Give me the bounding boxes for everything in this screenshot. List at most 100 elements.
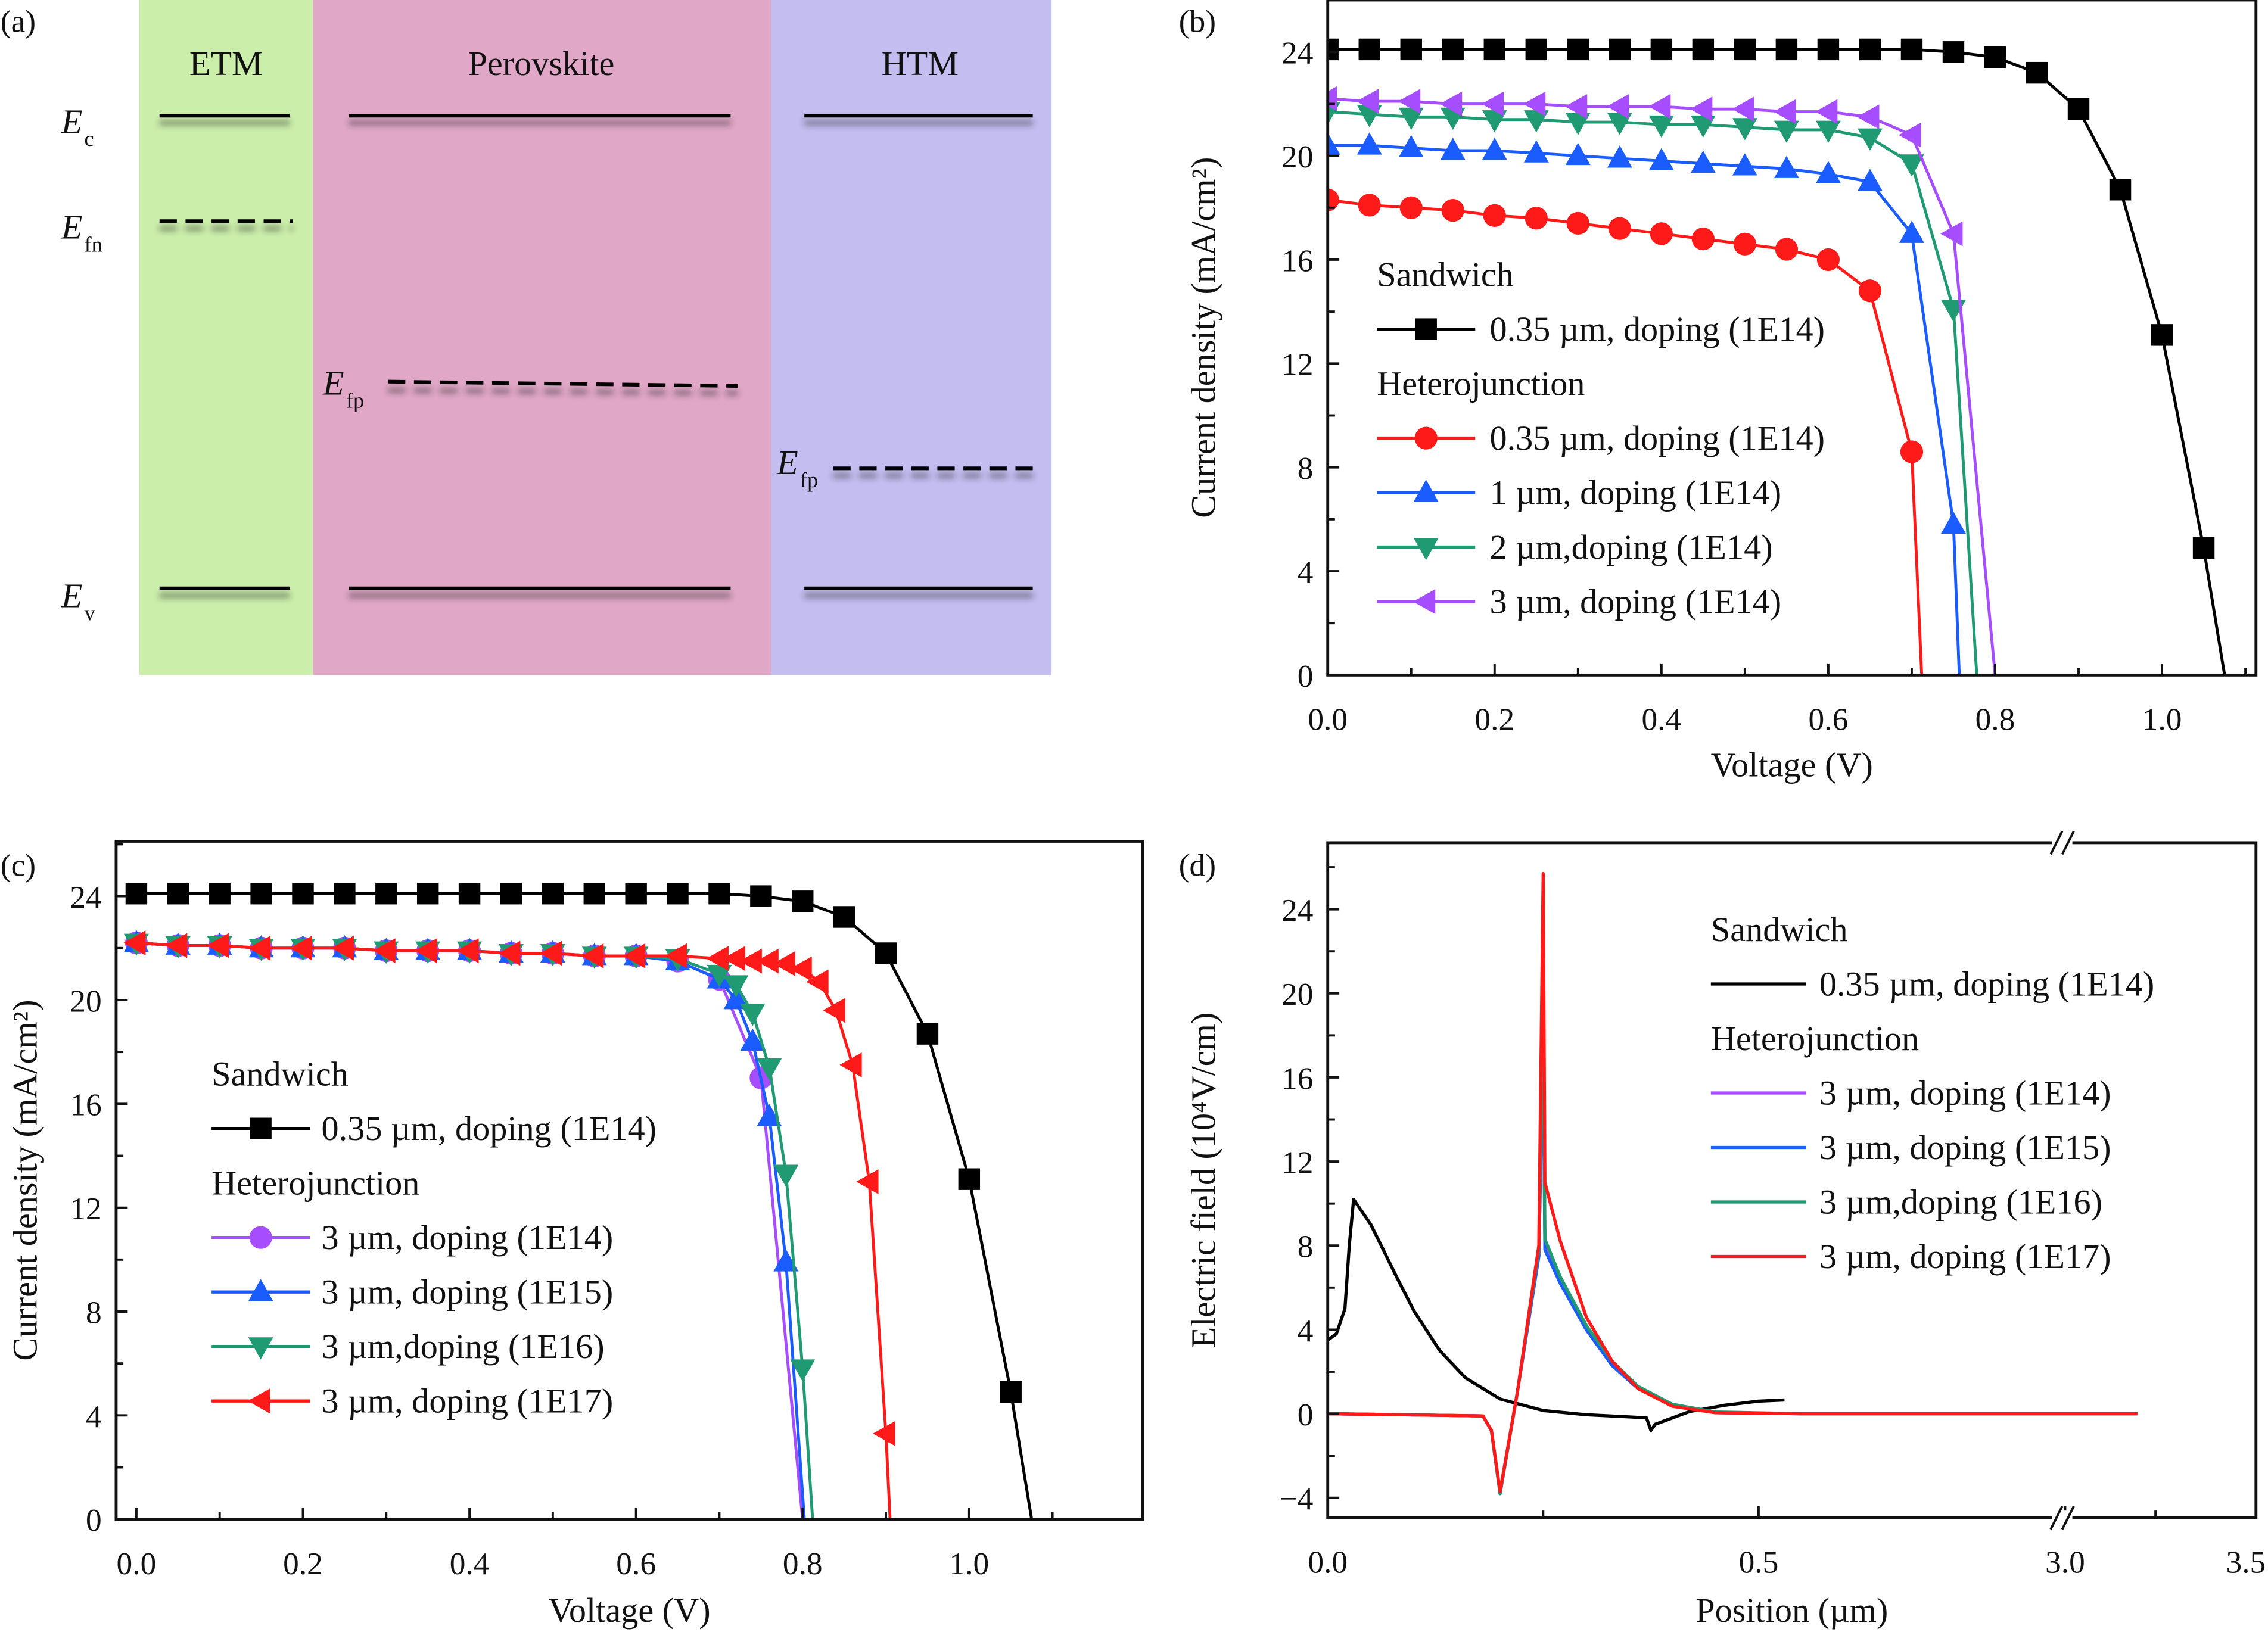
data-point — [1815, 99, 1838, 124]
data-point — [1941, 511, 1966, 534]
data-point — [542, 883, 564, 905]
data-point — [723, 946, 745, 971]
x-tick-label: 0.5 — [1739, 1544, 1779, 1580]
y-tick-label: 8 — [1298, 450, 1314, 486]
y-tick-label: 20 — [1281, 139, 1313, 175]
panel-c-label: (c) — [1, 848, 36, 883]
data-point — [1358, 38, 1380, 61]
plot-area: −4 0 4 8 12 16 20 24 0.0 0.5 3.0 3.5 Position (µm) El… — [1184, 830, 2266, 1630]
legend-marker — [248, 1337, 273, 1360]
data-point — [2151, 324, 2173, 346]
legend-group-title: Heterojunction — [211, 1164, 419, 1203]
data-point — [792, 890, 814, 912]
data-point — [1815, 161, 1841, 183]
panel-c-jv-chart: (c) 0 4 8 12 16 20 24 0.0 0.2 0.4 0.6 0.8 1.0 Voltage… — [1, 840, 1144, 1630]
svg-text:E: E — [776, 443, 798, 482]
svg-text:fp: fp — [346, 388, 364, 412]
legend-item: 3 µm, doping (1E17) — [1710, 1237, 2111, 1276]
panel-a-label: (a) — [1, 3, 36, 39]
data-point — [1732, 118, 1757, 141]
legend-item: 0.35 µm, doping (1E14) — [1377, 419, 1825, 457]
y-tick-label: 4 — [1298, 1313, 1314, 1348]
data-point — [1734, 38, 1756, 61]
x-tick-label: 3.5 — [2226, 1544, 2266, 1580]
level-label-ec: E c — [61, 102, 94, 151]
y-tick-label: 24 — [70, 879, 101, 915]
data-point — [1441, 199, 1464, 222]
legend-marker — [247, 1388, 270, 1414]
data-point — [1525, 38, 1547, 61]
legend-item: 0.35 µm, doping (1E14) — [1377, 310, 1825, 348]
data-point — [125, 883, 148, 905]
x-tick-label: 0.4 — [1641, 702, 1681, 737]
data-point — [739, 948, 762, 974]
legend-marker — [1413, 479, 1439, 502]
data-point — [1815, 120, 1841, 143]
legend-marker — [250, 1117, 272, 1139]
legend-label: 3 µm,doping (1E16) — [322, 1327, 605, 1366]
htm-layer — [771, 0, 1052, 675]
data-point — [1327, 188, 1339, 211]
data-point — [1900, 440, 1924, 463]
data-point — [1900, 38, 1923, 61]
y-axis-label: Current density (mA/cm²) — [5, 1000, 44, 1361]
data-point — [756, 948, 779, 974]
data-point — [1899, 220, 1924, 243]
axes-frame — [1326, 0, 2258, 677]
data-point — [167, 883, 189, 905]
data-point — [1327, 38, 1339, 61]
data-point — [789, 956, 812, 982]
data-point — [248, 935, 271, 961]
data-point — [1940, 221, 1963, 247]
data-point — [1564, 94, 1588, 119]
legend-item: 0.35 µm, doping (1E14) — [211, 1109, 657, 1148]
y-axis-label: Current density (mA/cm²) — [1184, 157, 1222, 518]
legend-item: 3 µm,doping (1E16) — [1710, 1182, 2102, 1221]
data-point — [1607, 145, 1632, 168]
legend-item: 3 µm, doping (1E14) — [211, 1218, 613, 1257]
svg-text:v: v — [85, 601, 96, 625]
x-tick-label: 0.6 — [1809, 702, 1849, 737]
data-point — [1690, 150, 1716, 173]
data-point — [540, 940, 562, 966]
series-line — [1327, 48, 2226, 675]
data-point — [1857, 169, 1883, 191]
panel-d-field-chart: (d) −4 0 4 8 12 16 20 24 0.0 0.5 3.0 3.5 Position (µ… — [1179, 830, 2266, 1630]
data-point — [1650, 222, 1673, 245]
axis-break-mark — [2061, 1505, 2075, 1530]
data-point — [498, 940, 521, 966]
legend-group-title: Sandwich — [1377, 256, 1514, 294]
data-point — [416, 883, 439, 905]
data-point — [707, 964, 732, 988]
axis-break-mark — [2049, 830, 2064, 855]
y-axis-label: Electric field (10⁴V/cm) — [1184, 1013, 1222, 1348]
series-0 — [1327, 1197, 1785, 1432]
data-point — [1859, 38, 1881, 61]
x-tick-label: 0.4 — [450, 1546, 490, 1581]
x-tick-label: 0.8 — [783, 1546, 823, 1581]
y-tick-label: 8 — [86, 1294, 102, 1330]
data-point — [740, 1028, 766, 1051]
data-point — [164, 933, 188, 958]
data-point — [773, 1249, 799, 1272]
data-point — [1358, 194, 1381, 217]
data-point — [1942, 41, 1965, 63]
data-point — [1398, 89, 1421, 114]
y-tick-label: 4 — [1298, 554, 1314, 590]
etm-label: ETM — [189, 44, 263, 83]
legend-label: 3 µm, doping (1E17) — [322, 1382, 614, 1421]
x-tick-label: 0.0 — [117, 1546, 157, 1581]
data-point — [1607, 113, 1632, 135]
data-point — [1442, 38, 1464, 61]
legend-label: 3 µm, doping (1E14) — [1490, 583, 1782, 621]
legend-label: 0.35 µm, doping (1E14) — [1490, 310, 1825, 348]
data-point — [250, 883, 272, 905]
y-tick-label: 0 — [1298, 1397, 1314, 1432]
axes-frame — [1326, 841, 2258, 1519]
y-tick-label: 8 — [1298, 1229, 1314, 1265]
legend-marker — [249, 1226, 272, 1249]
legend-label: 0.35 µm, doping (1E14) — [1490, 419, 1825, 457]
series-4 — [1327, 871, 2138, 1493]
data-point — [123, 930, 146, 955]
data-point — [1650, 38, 1673, 61]
